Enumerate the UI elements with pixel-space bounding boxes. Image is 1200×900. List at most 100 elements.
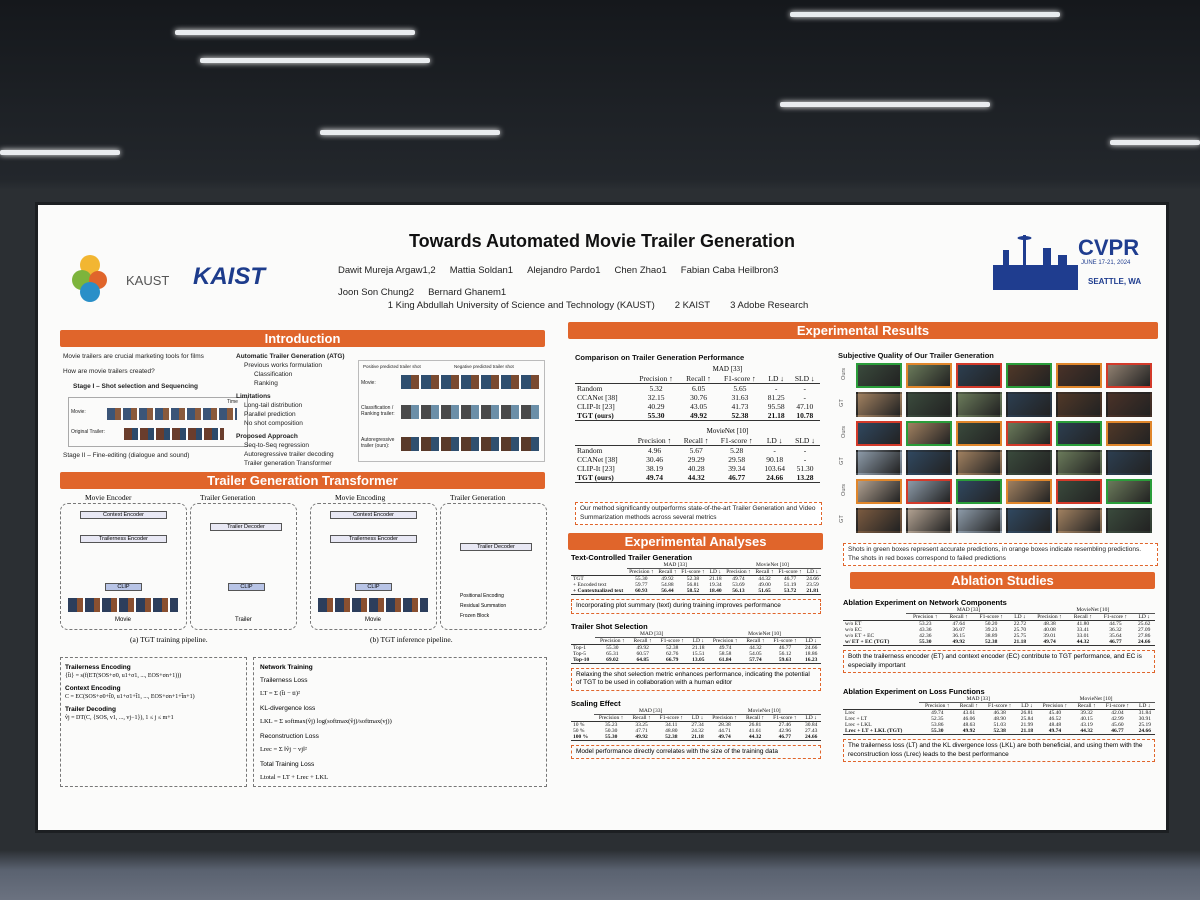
table-title: Text-Controlled Trailer Generation xyxy=(571,553,693,562)
group-header: MovieNet [10] xyxy=(708,630,821,638)
cell: 52.38 xyxy=(716,411,763,421)
cell: - xyxy=(803,393,807,402)
column-header: Recall ↑ xyxy=(686,374,711,383)
cell: 21.18 xyxy=(687,733,708,741)
header-row: Precision ↑ Recall ↑ F1-score ↑ LD ↓ Precisi… xyxy=(571,714,821,721)
cell: 36.15 xyxy=(952,633,965,639)
column-header: F1-score ↑ xyxy=(979,614,1003,620)
cell: 21.18 xyxy=(706,575,724,582)
thumbnail xyxy=(906,421,952,446)
column-header: F1-score ↑ xyxy=(681,569,705,575)
cell: 13.05 xyxy=(688,656,709,664)
thumbnail-grid: Ours GT Ours GT Ours GT xyxy=(838,363,1158,538)
diagram-label: Positive predicted trailer shot xyxy=(363,364,421,369)
cell: 66.79 xyxy=(655,656,689,664)
conference-dates: JUNE 17-21, 2024 xyxy=(1081,260,1131,266)
cell: 41.61 xyxy=(748,727,762,734)
cell: 52.35 xyxy=(931,716,944,722)
table-row: Random 5.32 6.05 5.65- - xyxy=(575,383,820,393)
table-row: + Encoded text 59.77 54.88 56.81 19.34 53.69 4… xyxy=(571,582,821,588)
section-heading: Experimental Results xyxy=(568,322,1158,339)
affiliation: 3 Adobe Research xyxy=(730,300,809,311)
cell: 47.64 xyxy=(944,620,974,627)
cell: 44.32 xyxy=(678,473,715,483)
affiliation: 1 King Abdullah University of Science an… xyxy=(387,300,655,311)
cell: 53.86 xyxy=(931,722,944,728)
equation: {t̂i} = s(f(ET(SOS+σ0, u1+σ1, ..., EOS+σ… xyxy=(65,673,182,679)
cell: 44.32 xyxy=(742,643,769,651)
cell: 103.64 xyxy=(764,464,785,473)
cell: 55.30 xyxy=(906,639,945,646)
table-row: Lrec 49.74 43.61 46.38 26.81 45.40 39.32 42.04 3… xyxy=(843,709,1155,716)
cell: 30.84 xyxy=(801,720,821,728)
column-header: LD ↓ xyxy=(1014,614,1026,620)
cell: Lrec + LT + LKL (TGT) xyxy=(843,728,920,735)
loss-formula: Ltotal = LT + Lrec + LKL xyxy=(260,774,329,781)
group-row: MAD [33] MovieNet [10] xyxy=(571,707,821,715)
ceiling-light xyxy=(1110,140,1200,145)
cell: 41.73 xyxy=(731,402,749,411)
cell: 64.85 xyxy=(629,656,656,664)
group-header: MovieNet [10] xyxy=(706,427,749,435)
frames xyxy=(68,598,178,612)
cell: 27.34 xyxy=(687,720,708,728)
table-row: w/o ET 53.23 47.64 50.20 22.72 48.38 41.80 44.7… xyxy=(843,620,1155,627)
conference-name: CVPR xyxy=(1078,235,1140,260)
thumbnail xyxy=(1056,508,1102,533)
intro-point: How are movie trailers created? xyxy=(63,368,155,375)
cell: 5.32 xyxy=(632,383,681,393)
cell: 24.66 xyxy=(759,473,791,483)
cell xyxy=(575,436,631,446)
cell xyxy=(571,637,595,644)
column-header: Recall ↑ xyxy=(959,703,978,709)
cell: 26.81 xyxy=(741,720,769,728)
block: CLIP xyxy=(105,583,142,591)
cell: 40.08 xyxy=(1043,627,1056,633)
cell: 40.15 xyxy=(1080,716,1093,722)
cell: 51.19 xyxy=(783,582,797,588)
cell: 30.76 xyxy=(690,393,707,402)
group-row: MAD [33] MovieNet [10] xyxy=(571,630,821,638)
panel-title: Trailer Generation xyxy=(200,493,256,502)
cell: 5.28 xyxy=(714,445,760,455)
cell: Top-10 xyxy=(571,656,596,664)
cell: 49.92 xyxy=(944,639,974,646)
cell: 44.32 xyxy=(753,575,776,582)
section-heading: Trailer Generation Transformer xyxy=(60,472,545,489)
cell: 50.30 xyxy=(604,727,618,734)
shots xyxy=(401,437,539,451)
cell: 23.59 xyxy=(806,582,819,588)
atg-item: Parallel prediction xyxy=(244,411,296,418)
cell: 52.38 xyxy=(982,728,1017,735)
column-header: Precision ↑ xyxy=(600,637,625,644)
column-header: Recall ↑ xyxy=(746,714,765,721)
cell: CCANet [38] xyxy=(577,455,618,464)
cell: 45.60 xyxy=(1111,722,1124,728)
cell: 30.91 xyxy=(1138,716,1151,722)
cell: 55.30 xyxy=(595,643,630,651)
figure-label: Time xyxy=(227,399,238,405)
column-header: Precision ↑ xyxy=(598,714,624,721)
column-header: LD ↓ xyxy=(805,714,817,721)
thumbnail xyxy=(1006,450,1052,475)
atg-list: Automatic Trailer Generation (ATG) Previo… xyxy=(236,352,356,468)
cell: 53.72 xyxy=(775,588,805,595)
table-row: Lrec + LKL 53.86 48.63 51.03 21.99 48.48 43.19… xyxy=(843,722,1155,728)
cell: CCANet [38] xyxy=(577,393,618,402)
thumbnail xyxy=(956,363,1002,388)
loss-title: Reconstruction Loss xyxy=(260,733,319,740)
cell: 46.77 xyxy=(768,733,802,741)
thumbnail xyxy=(856,508,902,533)
cell: 15.51 xyxy=(692,650,705,657)
caption: (b) TGT inference pipeline. xyxy=(370,635,453,644)
cell: 39.32 xyxy=(1072,709,1101,716)
equation-title: Trailerness Encoding xyxy=(65,664,131,671)
cell: 58.52 xyxy=(678,588,707,595)
thumbnail xyxy=(1006,421,1052,446)
note: The trailerness loss (LT) and the KL div… xyxy=(843,739,1155,762)
shots xyxy=(401,405,539,419)
cell: 25.75 xyxy=(1013,633,1027,639)
section-heading: Experimental Analyses xyxy=(568,533,823,550)
cell: 61.84 xyxy=(708,656,743,664)
skyline xyxy=(993,235,1078,290)
